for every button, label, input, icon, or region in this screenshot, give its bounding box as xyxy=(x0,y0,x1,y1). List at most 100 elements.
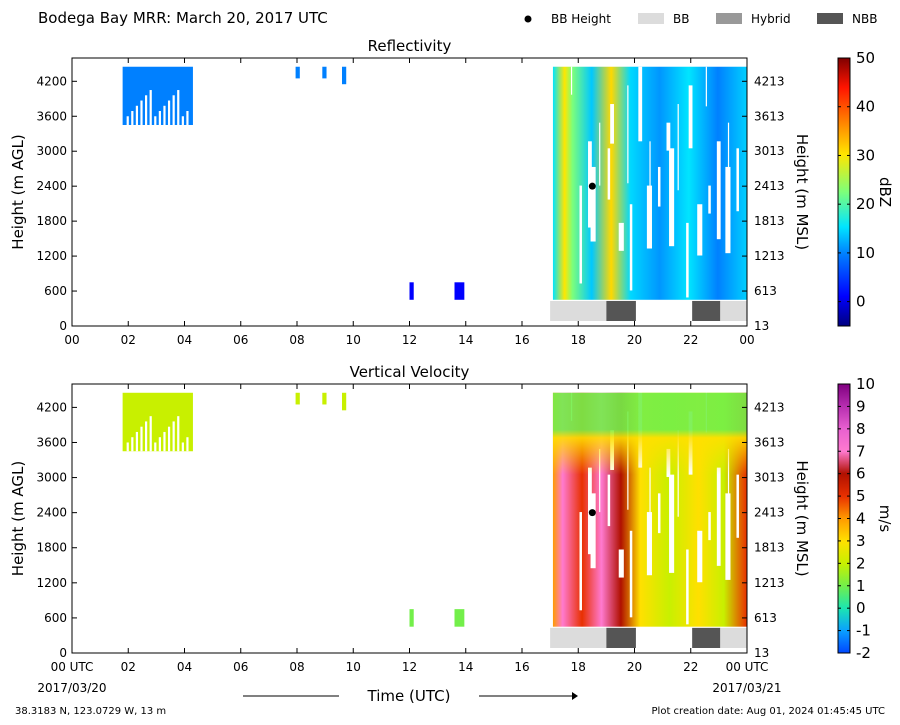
echo-gap xyxy=(666,122,671,151)
echo-gap xyxy=(599,122,601,186)
echo-gap xyxy=(158,437,161,452)
y-tick-label: 0 xyxy=(59,646,67,660)
y2-tick-label: 1213 xyxy=(754,249,785,263)
echo-gap xyxy=(697,204,703,256)
echo-gap xyxy=(163,105,166,125)
echo-gap xyxy=(154,442,157,452)
bb-type-bb xyxy=(720,627,747,648)
echo-gap xyxy=(181,442,184,452)
echo-region-6 xyxy=(454,282,465,300)
colorbar-tick-label: 6 xyxy=(856,465,866,483)
echo-gap xyxy=(618,222,624,251)
x-end-date: 2017/03/21 xyxy=(712,681,781,695)
echo-gap xyxy=(158,111,161,125)
x-tick-label: 22 xyxy=(683,660,698,674)
colorbar-tick-label: 1 xyxy=(856,577,866,595)
echo-gap xyxy=(727,122,730,198)
x-start-date: 2017/03/20 xyxy=(37,681,106,695)
location-text: 38.3183 N, 123.0729 W, 13 m xyxy=(15,706,166,717)
echo-gap xyxy=(131,437,134,452)
y-tick-label: 600 xyxy=(44,611,67,625)
x-tick-label: 06 xyxy=(233,333,248,347)
echo-gap xyxy=(579,512,582,611)
y-tick-label: 3600 xyxy=(36,435,67,449)
colorbar-tick-label: 8 xyxy=(856,420,866,438)
echo-gap xyxy=(669,148,675,247)
colorbar-tick-label: 10 xyxy=(856,375,875,393)
echo-region-5 xyxy=(409,282,414,300)
bb-type-bb xyxy=(550,300,607,321)
y2-tick-label: 2413 xyxy=(754,506,785,520)
legend-swatch xyxy=(817,13,843,24)
echo-gap xyxy=(570,66,573,95)
y-tick-label: 1200 xyxy=(36,249,67,263)
colorbar-tick-label: 0 xyxy=(856,293,866,311)
legend-item-nbb: NBB xyxy=(817,12,877,26)
x-tick-label: 12 xyxy=(402,660,417,674)
figure-title: Bodega Bay MRR: March 20, 2017 UTC xyxy=(38,9,328,27)
x-axis-label: Time (UTC) xyxy=(367,687,451,705)
colorbar-tick-label: 30 xyxy=(856,146,875,164)
bb-type-nbb xyxy=(606,627,636,648)
colorbar-scale xyxy=(837,57,851,327)
bb-height-point xyxy=(588,182,596,190)
echo-layer xyxy=(122,392,747,627)
echo-region-3 xyxy=(322,66,327,79)
echo-gap xyxy=(725,493,731,580)
echo-region-4 xyxy=(342,392,347,411)
legend-item-bb: BB xyxy=(638,12,689,26)
echo-gap xyxy=(736,474,739,538)
y-axis-label: Height (m AGL) xyxy=(9,134,27,249)
x-tick-label: 12 xyxy=(402,333,417,347)
echo-region-3 xyxy=(322,392,327,405)
echo-gap xyxy=(149,90,152,125)
y2-axis-label: Height (m MSL) xyxy=(793,134,811,250)
echo-gap xyxy=(149,416,152,452)
colorbar-tick-label: 7 xyxy=(856,442,866,460)
legend-dot xyxy=(524,15,532,23)
x-axis: 00 UTC 02 04 06 08 10 12 14 16 18 20 22 00 UTC xyxy=(51,384,768,674)
y-tick-label: 2400 xyxy=(36,179,67,193)
x-tick-label: 08 xyxy=(289,660,304,674)
bb-type-nbb xyxy=(606,300,636,321)
y-tick-label: 1800 xyxy=(36,541,67,555)
echo-gap xyxy=(646,185,652,249)
creation-date-text: Plot creation date: Aug 01, 2024 01:45:4… xyxy=(652,706,885,717)
echo-gap xyxy=(154,116,157,125)
echo-gap xyxy=(708,512,711,541)
x-tick-label: 14 xyxy=(458,660,473,674)
echo-gap xyxy=(638,66,643,142)
echo-gap xyxy=(126,116,129,125)
echo-gap xyxy=(618,549,624,578)
y-axis-right: 13 613 1213 1813 2413 3013 3613 4213 xyxy=(742,74,785,333)
echo-gap xyxy=(177,90,180,125)
echo-gap xyxy=(131,111,134,125)
echo-gap xyxy=(590,166,596,242)
x-tick-label: 02 xyxy=(121,660,136,674)
x-tick-label: 04 xyxy=(177,333,192,347)
x-tick-label: 16 xyxy=(514,333,529,347)
colorbar-tick-label: 5 xyxy=(856,487,866,505)
legend-item-bb-height: BB Height xyxy=(524,12,611,26)
bb-type-bb xyxy=(550,627,607,648)
y2-tick-label: 3613 xyxy=(754,109,785,123)
x-tick-label: 06 xyxy=(233,660,248,674)
echo-region-2 xyxy=(295,66,300,79)
x-tick-label: 20 xyxy=(627,660,642,674)
echo-layer xyxy=(122,66,747,300)
legend-label: BB xyxy=(673,12,689,26)
x-tick-label: 00 xyxy=(64,333,79,347)
header-legend: BB Height BB Hybrid NBB xyxy=(524,12,877,26)
echo-gap xyxy=(657,166,661,207)
x-tick-label: 20 xyxy=(627,333,642,347)
colorbar-tick-label: -1 xyxy=(856,622,871,640)
velocity-upper-band xyxy=(552,392,747,475)
legend-label: BB Height xyxy=(551,12,611,26)
echo-region-2 xyxy=(295,392,300,405)
echo-gap xyxy=(186,437,189,452)
echo-gap xyxy=(686,549,689,625)
echo-gap xyxy=(627,85,629,184)
echo-gap xyxy=(649,467,651,520)
echo-gap xyxy=(145,421,148,452)
echo-gap xyxy=(716,141,721,240)
